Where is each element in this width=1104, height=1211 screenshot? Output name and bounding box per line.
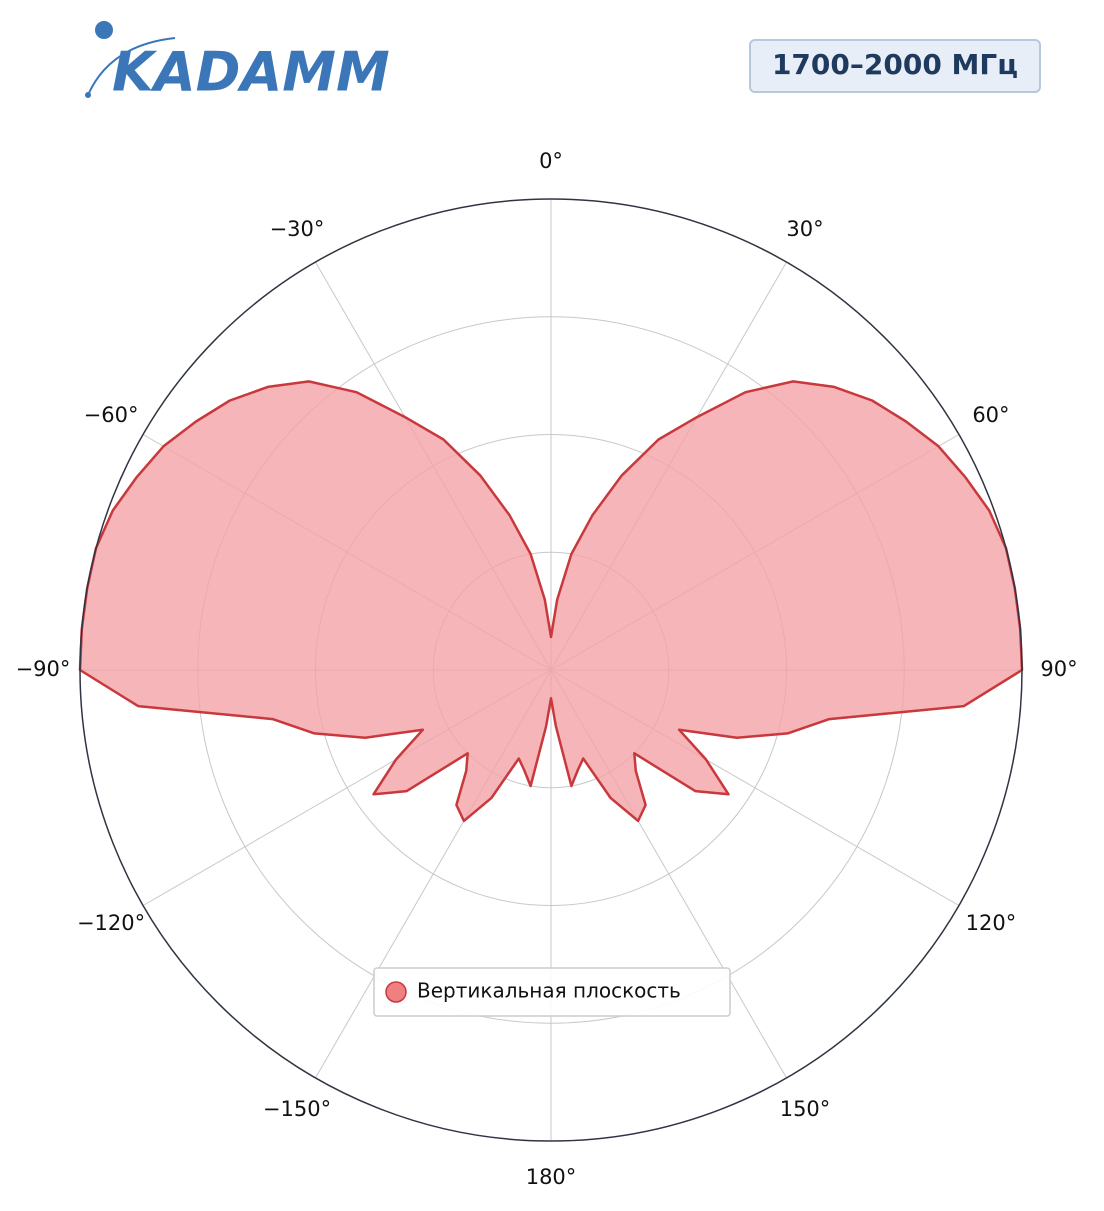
theta-tick-label: 30° xyxy=(786,217,823,241)
theta-tick-label: −60° xyxy=(84,403,139,427)
theta-tick-label: 120° xyxy=(966,911,1017,935)
theta-tick-label: 0° xyxy=(539,149,563,173)
logo-text: KADAMM xyxy=(112,41,390,104)
theta-tick-label: 90° xyxy=(1040,657,1077,681)
theta-tick-label: 60° xyxy=(972,403,1009,427)
legend-label: Вертикальная плоскость xyxy=(417,979,681,1003)
theta-tick-label: −90° xyxy=(16,657,71,681)
logo-arc xyxy=(87,37,176,96)
theta-tick-label: −120° xyxy=(77,911,145,935)
badge xyxy=(749,39,1041,93)
theta-tick-label: 150° xyxy=(780,1097,831,1121)
legend-marker xyxy=(385,981,407,1003)
legend-box xyxy=(373,967,731,1017)
theta-tick-label: −30° xyxy=(270,217,325,241)
badge-text: 1700–2000 МГц xyxy=(772,48,1018,81)
polar-frame xyxy=(79,198,1023,1142)
theta-tick-label: −150° xyxy=(263,1097,331,1121)
logo: KADAMM xyxy=(85,21,390,104)
logo-dot xyxy=(85,92,91,98)
theta-tick-label: 180° xyxy=(526,1165,577,1189)
pattern-area xyxy=(78,380,1024,823)
polar-plot: 0° 30° 60° 90° 120° 150° 180° −150° −120° −90° −60… xyxy=(16,149,1078,1189)
logo-dot xyxy=(95,21,113,39)
